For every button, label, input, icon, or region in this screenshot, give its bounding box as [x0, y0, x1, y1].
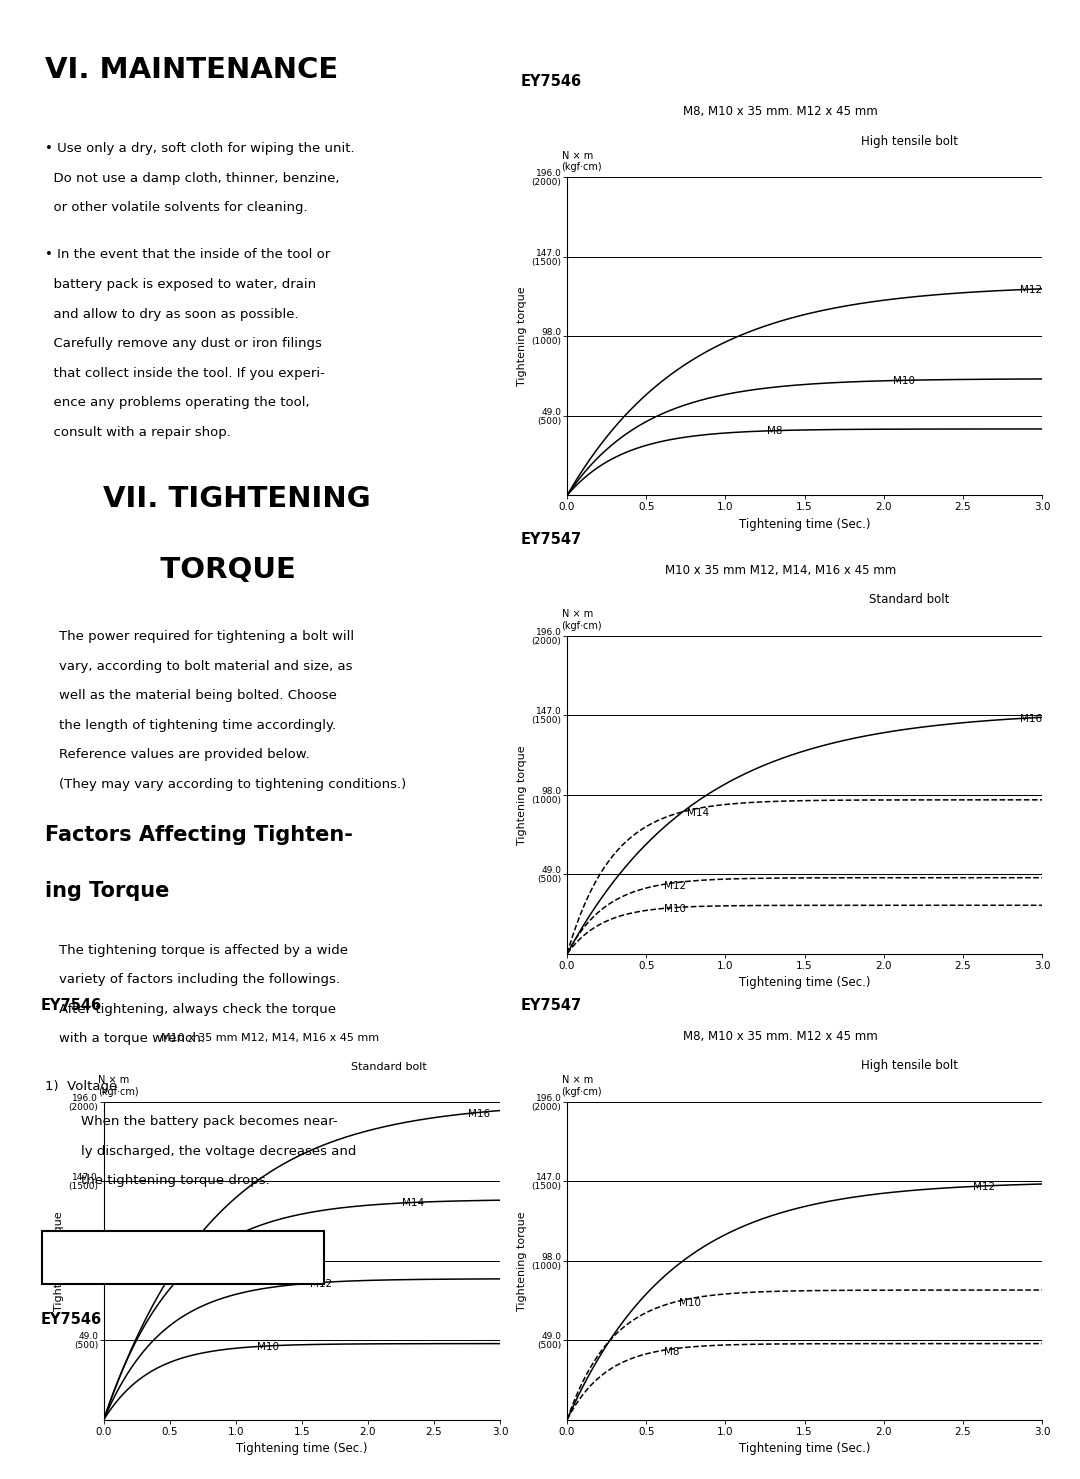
Text: vary, according to bolt material and size, as: vary, according to bolt material and siz… [59, 660, 353, 673]
Text: consult with a repair shop.: consult with a repair shop. [45, 426, 231, 439]
Text: M14: M14 [402, 1198, 424, 1208]
Text: VII. TIGHTENING: VII. TIGHTENING [103, 485, 370, 513]
Text: • In the event that the inside of the tool or: • In the event that the inside of the to… [45, 248, 330, 262]
Text: N × m
(kgf·cm): N × m (kgf·cm) [98, 1075, 139, 1097]
Text: N × m
(kgf·cm): N × m (kgf·cm) [562, 1075, 603, 1097]
Text: Reference values are provided below.: Reference values are provided below. [59, 748, 310, 762]
Text: Standard bolt: Standard bolt [869, 593, 949, 606]
Text: High tensile bolt: High tensile bolt [861, 135, 958, 148]
Text: that collect inside the tool. If you experi-: that collect inside the tool. If you exp… [45, 367, 325, 380]
Text: battery pack is exposed to water, drain: battery pack is exposed to water, drain [45, 278, 316, 291]
Text: M16: M16 [1020, 714, 1042, 725]
Text: M12: M12 [310, 1279, 332, 1288]
FancyBboxPatch shape [42, 1231, 324, 1284]
Text: The power required for tightening a bolt will: The power required for tightening a bolt… [59, 630, 354, 643]
Text: ing Torque: ing Torque [45, 881, 170, 902]
Text: M8, M10 x 35 mm. M12 x 45 mm: M8, M10 x 35 mm. M12 x 45 mm [684, 1029, 878, 1043]
Text: M16: M16 [469, 1109, 490, 1120]
Text: M8: M8 [767, 426, 782, 436]
Text: or other volatile solvents for cleaning.: or other volatile solvents for cleaning. [45, 201, 308, 214]
Text: Carefully remove any dust or iron filings: Carefully remove any dust or iron filing… [45, 337, 322, 351]
Text: TORQUE: TORQUE [130, 556, 296, 584]
Text: EY7546: EY7546 [41, 998, 103, 1013]
Text: EY7546: EY7546 [521, 74, 582, 89]
Y-axis label: Tightening torque: Tightening torque [517, 1211, 527, 1310]
X-axis label: Tightening time (Sec.): Tightening time (Sec.) [739, 518, 870, 531]
Text: Standard bolt: Standard bolt [351, 1062, 427, 1072]
Text: M10 x 35 mm M12, M14, M16 x 45 mm: M10 x 35 mm M12, M14, M16 x 45 mm [161, 1032, 379, 1043]
Text: High tensile bolt: High tensile bolt [861, 1059, 958, 1072]
Text: the length of tightening time accordingly.: the length of tightening time accordingl… [59, 719, 337, 732]
Y-axis label: Tightening torque: Tightening torque [517, 287, 527, 386]
Text: When the battery pack becomes near-: When the battery pack becomes near- [81, 1115, 338, 1128]
Text: ly discharged, the voltage decreases and: ly discharged, the voltage decreases and [81, 1145, 356, 1158]
Text: N × m
(kgf·cm): N × m (kgf·cm) [562, 609, 603, 632]
Text: M8, M10 x 35 mm. M12 x 45 mm: M8, M10 x 35 mm. M12 x 45 mm [684, 105, 878, 118]
Text: M12: M12 [972, 1182, 995, 1192]
Text: Do not use a damp cloth, thinner, benzine,: Do not use a damp cloth, thinner, benzin… [45, 172, 340, 185]
Text: M10: M10 [679, 1299, 702, 1309]
Text: M12: M12 [663, 881, 686, 892]
Text: Factors Affecting Tighten-: Factors Affecting Tighten- [45, 825, 353, 846]
Text: the tightening torque drops.: the tightening torque drops. [81, 1174, 270, 1188]
Text: After tightening, always check the torque: After tightening, always check the torqu… [59, 1003, 336, 1016]
Text: with a torque wrench.: with a torque wrench. [59, 1032, 205, 1046]
Y-axis label: Tightening torque: Tightening torque [517, 745, 527, 845]
Text: EY7546: EY7546 [41, 1312, 103, 1327]
Text: well as the material being bolted. Choose: well as the material being bolted. Choos… [59, 689, 337, 703]
X-axis label: Tightening time (Sec.): Tightening time (Sec.) [739, 1442, 870, 1455]
Text: 1)  Voltage: 1) Voltage [45, 1080, 118, 1093]
Text: N × m
(kgf·cm): N × m (kgf·cm) [562, 151, 603, 173]
Text: M10: M10 [893, 376, 916, 386]
Text: ence any problems operating the tool,: ence any problems operating the tool, [45, 396, 310, 410]
Text: EY7547: EY7547 [521, 998, 582, 1013]
Text: M14: M14 [687, 808, 710, 818]
Text: VI. MAINTENANCE: VI. MAINTENANCE [45, 56, 339, 84]
Text: M10: M10 [257, 1341, 279, 1352]
Y-axis label: Tightening torque: Tightening torque [54, 1211, 64, 1310]
Text: M12: M12 [1020, 285, 1042, 296]
X-axis label: Tightening time (Sec.): Tightening time (Sec.) [739, 976, 870, 989]
Text: EY7547: EY7547 [521, 532, 582, 547]
Text: M10 x 35 mm M12, M14, M16 x 45 mm: M10 x 35 mm M12, M14, M16 x 45 mm [665, 563, 896, 577]
X-axis label: Tightening time (Sec.): Tightening time (Sec.) [237, 1442, 367, 1455]
Text: M8: M8 [663, 1347, 679, 1358]
Text: M10: M10 [663, 904, 686, 914]
Text: variety of factors including the followings.: variety of factors including the followi… [59, 973, 340, 986]
Text: and allow to dry as soon as possible.: and allow to dry as soon as possible. [45, 308, 299, 321]
Text: Bolt Tightening Conditions: Bolt Tightening Conditions [79, 1250, 287, 1265]
Text: (They may vary according to tightening conditions.): (They may vary according to tightening c… [59, 778, 407, 791]
Text: The tightening torque is affected by a wide: The tightening torque is affected by a w… [59, 944, 349, 957]
Text: • Use only a dry, soft cloth for wiping the unit.: • Use only a dry, soft cloth for wiping … [45, 142, 355, 155]
